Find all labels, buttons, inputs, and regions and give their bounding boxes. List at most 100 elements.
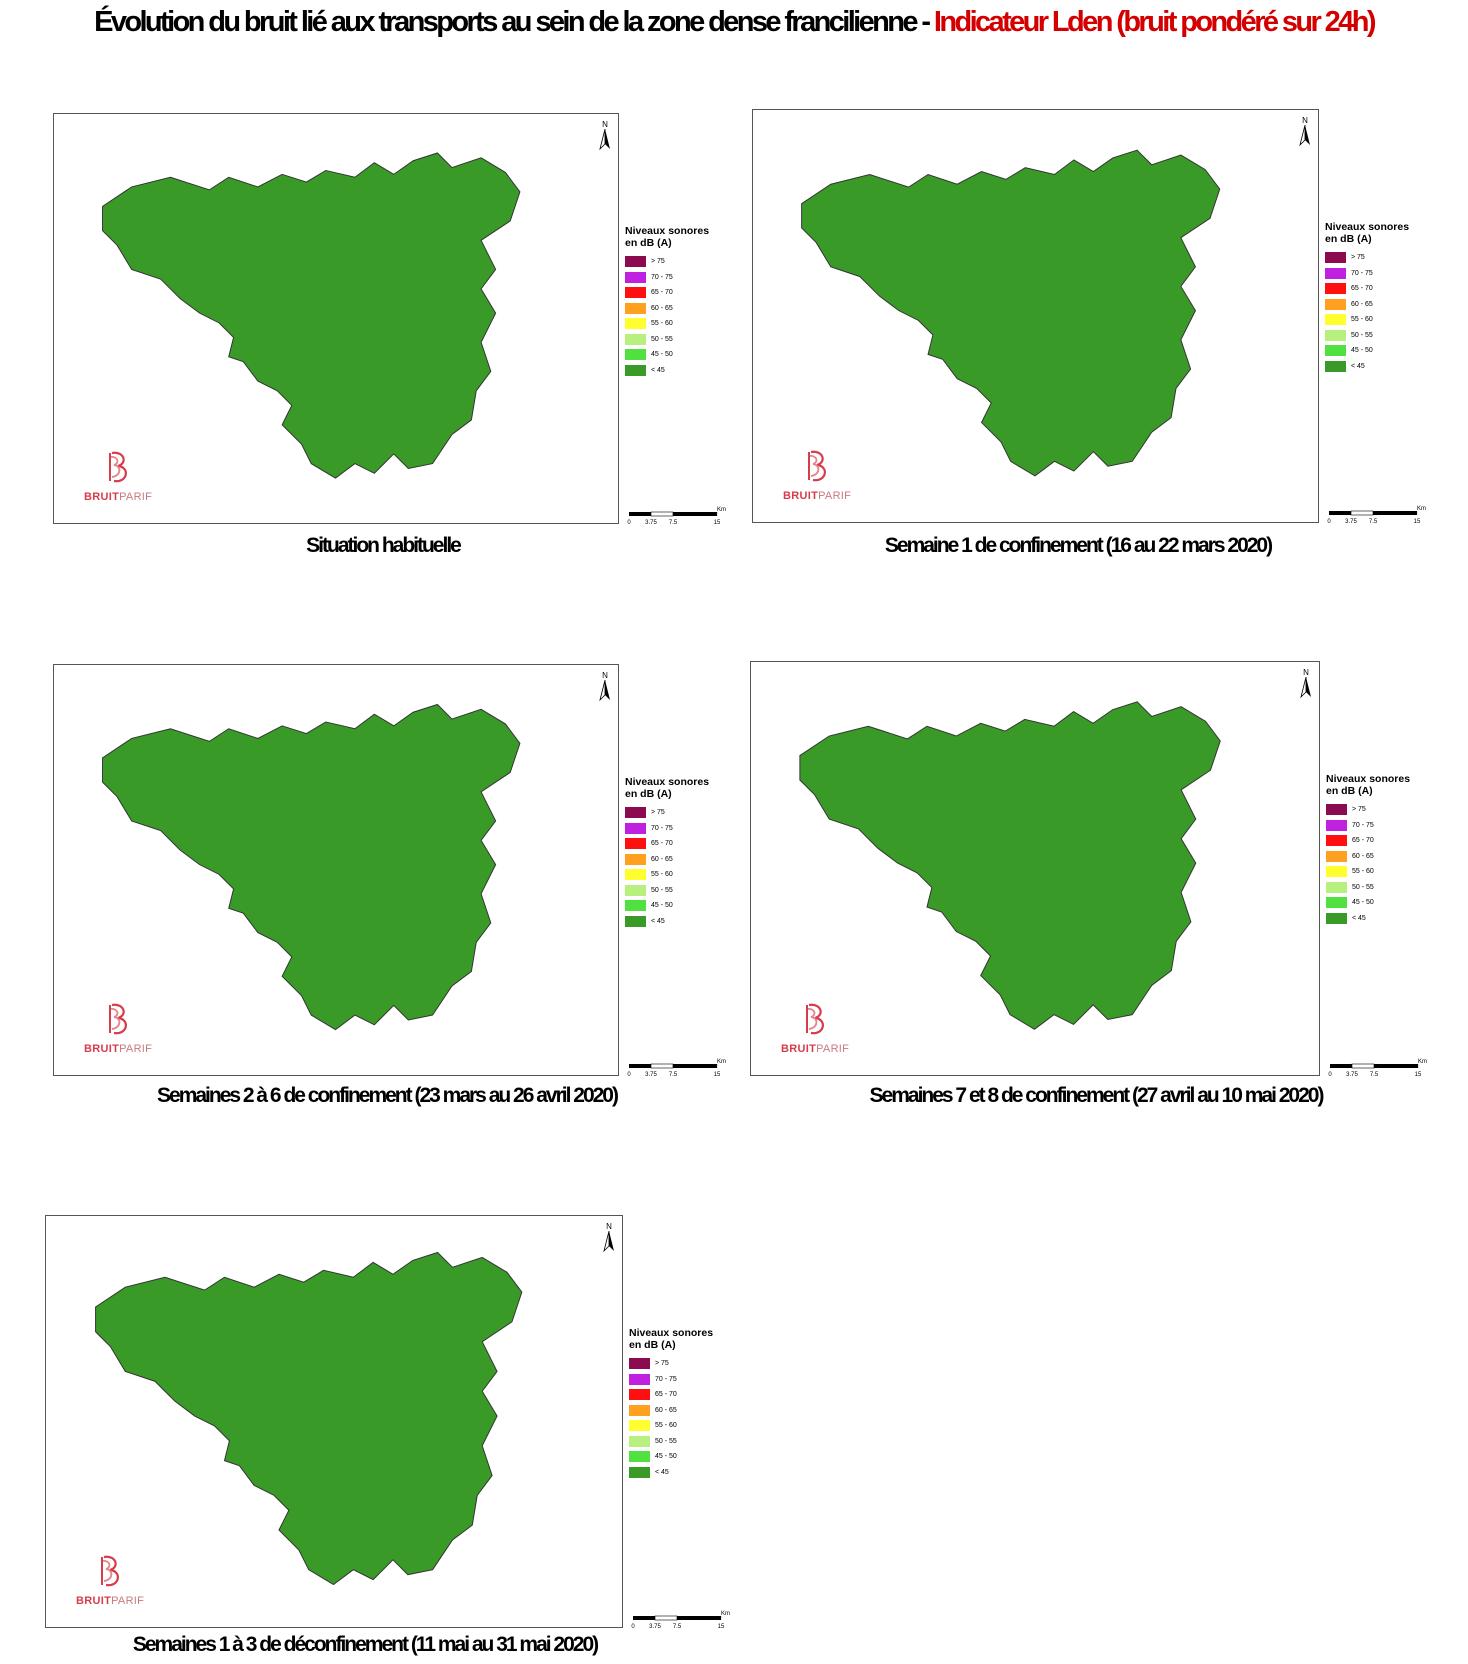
legend-label: < 45 [651, 366, 665, 374]
scale-tick-label: 3.75 [645, 520, 657, 526]
map-area [102, 703, 521, 1031]
legend-item: 65 - 70 [1326, 833, 1410, 849]
region-area [95, 1252, 522, 1585]
legend-swatch [629, 1466, 650, 1478]
north-label: N [1302, 116, 1308, 125]
legend-label: < 45 [1351, 362, 1365, 370]
north-arrow-icon: N [598, 120, 612, 156]
noise-map: N BRUITPARIF [45, 1215, 623, 1628]
legend-item: 50 - 55 [1325, 328, 1409, 344]
legend-swatch [625, 884, 646, 896]
legend-item: 55 - 60 [625, 867, 709, 883]
legend-label: 60 - 65 [655, 1406, 677, 1414]
legend-swatch [629, 1420, 650, 1432]
legend-item: 50 - 55 [625, 883, 709, 899]
legend-swatch [1325, 329, 1346, 341]
legend-swatch [625, 318, 646, 330]
scale-tick-label: 7.5 [1368, 519, 1378, 525]
legend-swatch [629, 1373, 650, 1385]
map-legend: Niveaux sonores en dB (A) > 75 70 - 75 65 - … [625, 776, 709, 929]
legend-title: Niveaux sonores [625, 776, 710, 788]
legend-swatch [1326, 866, 1347, 878]
scale-tick-label: 15 [713, 520, 721, 526]
legend-label: 50 - 55 [1351, 331, 1373, 339]
scale-tick-label: 3.75 [649, 1624, 661, 1630]
legend-item: > 75 [1325, 250, 1409, 266]
legend-item: 45 - 50 [1325, 343, 1409, 359]
legend-swatch [1325, 252, 1346, 264]
legend-label: 65 - 70 [1352, 837, 1374, 845]
legend-item: > 75 [625, 254, 709, 270]
region-area [799, 701, 1221, 1030]
legend-item: 70 - 75 [625, 821, 709, 837]
legend-swatch [625, 302, 646, 314]
scale-tick-label: 7.5 [1369, 1072, 1379, 1078]
legend-label: 50 - 55 [651, 335, 673, 343]
legend-item: < 45 [625, 914, 709, 930]
noise-map: N BRUITPARIF [53, 113, 619, 524]
legend-label: > 75 [655, 1360, 669, 1368]
legend-unit: en dB (A) [625, 237, 672, 249]
map-caption: Semaines 7 et 8 de confinement (27 avril… [869, 1084, 1325, 1107]
legend-label: > 75 [651, 809, 665, 817]
legend-label: < 45 [1352, 914, 1366, 922]
bruitparif-logo: BRUITPARIF [783, 446, 873, 506]
map-caption: Semaines 1 à 3 de déconfinement (11 mai … [132, 1633, 599, 1656]
legend-item: 70 - 75 [625, 270, 709, 286]
map-area [102, 152, 521, 479]
legend-label: < 45 [655, 1468, 669, 1476]
legend-label: 50 - 55 [651, 886, 673, 894]
map-caption: Semaine 1 de confinement (16 au 22 mars … [884, 534, 1273, 557]
legend-title: Niveaux sonores [1325, 221, 1410, 233]
legend-label: 70 - 75 [655, 1375, 677, 1383]
legend-swatch [625, 349, 646, 361]
scale-tick-label: 0 [1328, 1072, 1332, 1078]
legend-swatch [625, 256, 646, 268]
legend-label: 65 - 70 [1351, 285, 1373, 293]
legend-label: < 45 [651, 917, 665, 925]
legend-item: < 45 [1325, 359, 1409, 375]
noise-map: N BRUITPARIF [53, 664, 619, 1076]
legend-label: 45 - 50 [655, 1453, 677, 1461]
bruitparif-logo: BRUITPARIF [84, 447, 174, 507]
legend-item: 60 - 65 [1326, 849, 1410, 865]
legend-item: 50 - 55 [1326, 880, 1410, 896]
bruitparif-logo: BRUITPARIF [84, 999, 174, 1059]
legend-label: 45 - 50 [651, 351, 673, 359]
legend-swatch [625, 853, 646, 865]
scale-tick-label: 7.5 [668, 1072, 678, 1078]
legend-swatch [629, 1451, 650, 1463]
scale-unit: Km [717, 1059, 726, 1065]
legend-item: 55 - 60 [629, 1418, 713, 1434]
scale-tick-label: 15 [713, 1072, 721, 1078]
legend-swatch [1325, 267, 1346, 279]
north-arrow-icon: N [1298, 116, 1312, 152]
north-label: N [602, 120, 608, 129]
map-caption: Semaines 2 à 6 de confinement (23 mars a… [157, 1084, 619, 1107]
legend-item: > 75 [629, 1356, 713, 1372]
scale-tick-label: 7.5 [672, 1624, 682, 1630]
legend-swatch [1325, 298, 1346, 310]
legend-item: 55 - 60 [625, 316, 709, 332]
legend-label: 65 - 70 [651, 840, 673, 848]
scale-tick-label: 0 [1327, 519, 1331, 525]
legend-label: 55 - 60 [651, 320, 673, 328]
legend-label: 70 - 75 [651, 273, 673, 281]
page-title: Évolution du bruit lié aux transports au… [0, 6, 1468, 39]
scale-tick-label: 7.5 [668, 520, 678, 526]
legend-swatch [629, 1404, 650, 1416]
map-legend: Niveaux sonores en dB (A) > 75 70 - 75 65 - … [625, 225, 709, 378]
legend-unit: en dB (A) [1326, 785, 1373, 797]
legend-label: 50 - 55 [1352, 883, 1374, 891]
map-legend: Niveaux sonores en dB (A) > 75 70 - 75 65 - … [629, 1327, 713, 1480]
legend-item: 60 - 65 [625, 852, 709, 868]
legend-label: 60 - 65 [1351, 300, 1373, 308]
legend-swatch [629, 1435, 650, 1447]
legend-label: 70 - 75 [1351, 269, 1373, 277]
scale-tick-label: 15 [1414, 1072, 1422, 1078]
scale-unit: Km [1417, 506, 1426, 512]
legend-label: 45 - 50 [1352, 899, 1374, 907]
legend-swatch [629, 1358, 650, 1370]
region-area [102, 704, 520, 1030]
legend-swatch [625, 364, 646, 376]
